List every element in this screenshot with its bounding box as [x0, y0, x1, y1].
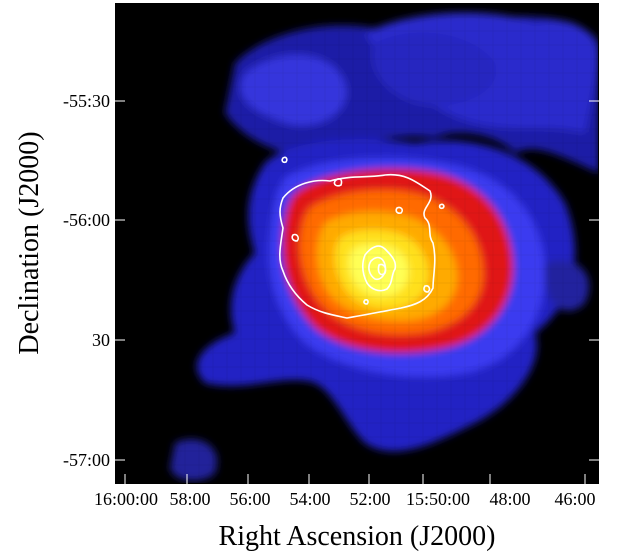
- contour-lines: [279, 156, 445, 319]
- y-tick-label: -57:00: [63, 450, 110, 470]
- y-tick-label: -56:00: [63, 210, 110, 230]
- pixel-grid: [115, 3, 599, 484]
- tick-marks: [115, 100, 599, 484]
- x-tick-label: 56:00: [229, 489, 271, 509]
- frame: [115, 3, 599, 484]
- sky-image: [115, 3, 599, 484]
- x-tick-label: 52:00: [349, 489, 391, 509]
- x-axis-label: Right Ascension (J2000): [218, 521, 496, 552]
- x-tick-label: 16:00:00: [93, 489, 159, 509]
- y-axis-label: Declination (J2000): [14, 131, 45, 355]
- x-tick-label: 48:00: [489, 489, 531, 509]
- y-tick-label: 30: [92, 330, 110, 350]
- x-tick-label: 15:50:00: [405, 489, 471, 509]
- y-tick-label: -55:30: [63, 91, 110, 111]
- x-tick-label: 54:00: [289, 489, 331, 509]
- x-tick-label: 58:00: [169, 489, 211, 509]
- x-tick-label: 46:00: [554, 489, 596, 509]
